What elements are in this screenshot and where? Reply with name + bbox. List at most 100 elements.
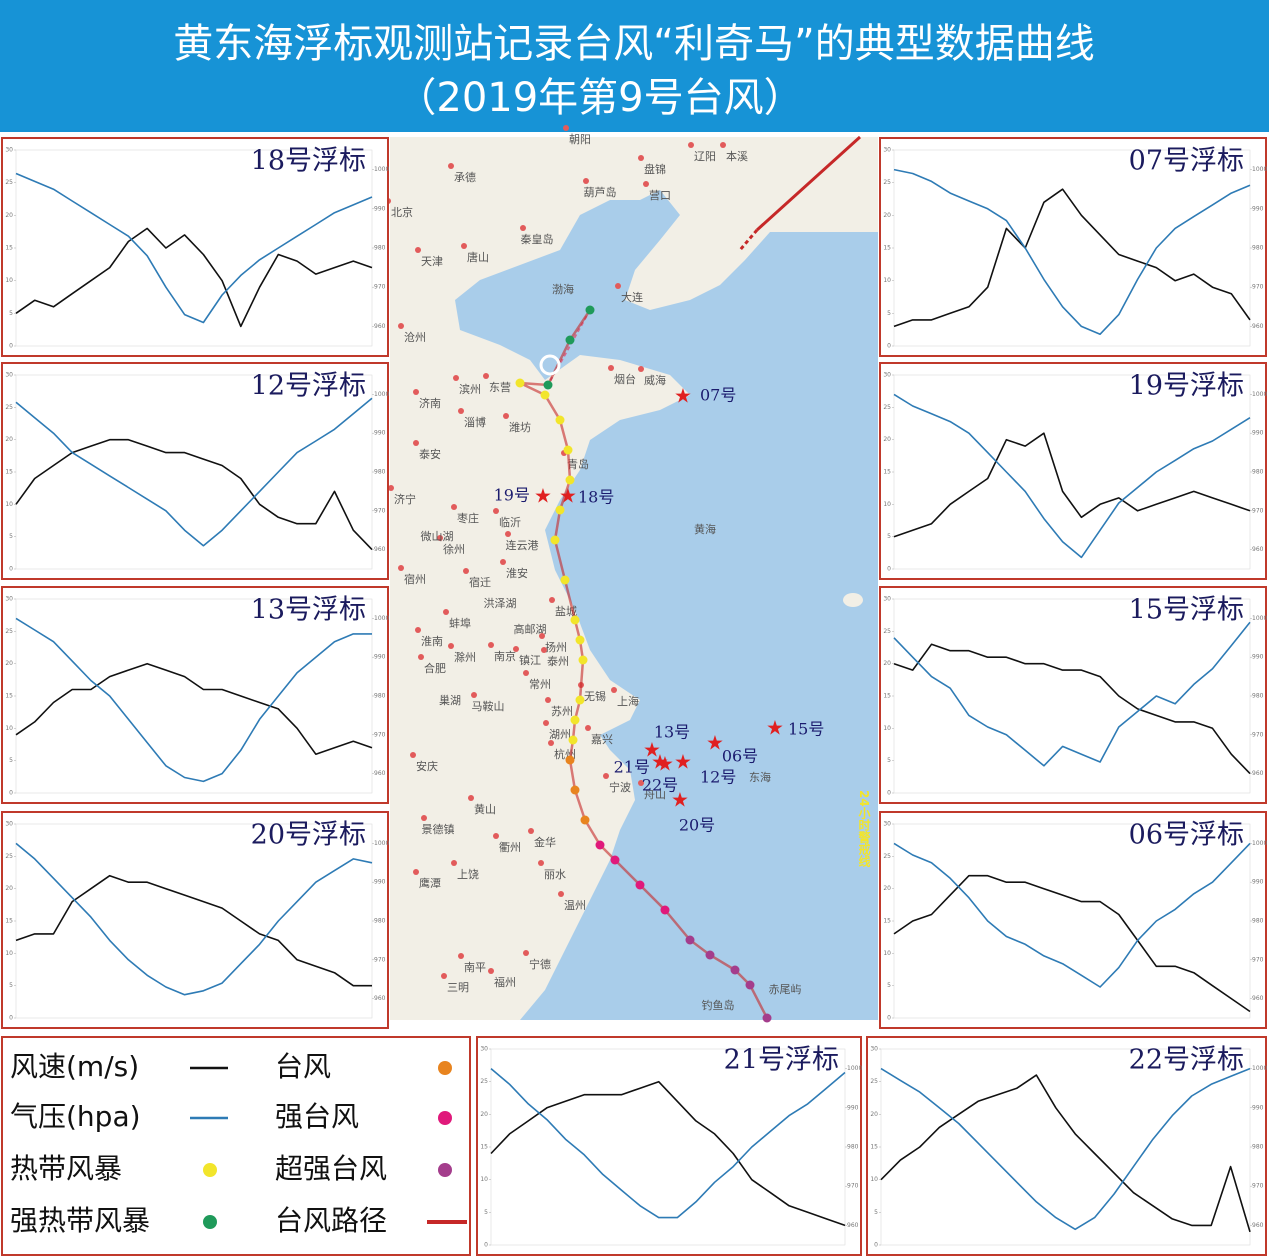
city-dot bbox=[415, 247, 421, 253]
buoy-label: 19号 bbox=[494, 486, 530, 505]
buoy-star: ★ bbox=[534, 484, 552, 508]
y2-tick-label: 990 bbox=[1252, 1104, 1264, 1111]
wind-speed-line bbox=[15, 227, 373, 328]
y-tick-label: 5 bbox=[9, 533, 13, 540]
panel-title: 19号浮标 bbox=[1129, 371, 1244, 402]
y-tick-label: 25 bbox=[883, 179, 891, 186]
y2-tick-label: 980 bbox=[1252, 1144, 1264, 1151]
city-dot bbox=[603, 773, 609, 779]
panel-border bbox=[879, 586, 1267, 804]
map-label: 黄海 bbox=[694, 522, 716, 536]
y-tick-label: 30 bbox=[5, 372, 13, 379]
buoy-star: ★ bbox=[766, 716, 784, 740]
y-tick-label: 30 bbox=[5, 596, 13, 603]
map-label: 微山湖 bbox=[421, 529, 454, 543]
wind-speed-line bbox=[15, 662, 373, 755]
map-label: 渤海 bbox=[552, 282, 574, 296]
typhoon-icon bbox=[539, 354, 561, 376]
track-point bbox=[685, 935, 695, 945]
legend-label: 台风 bbox=[275, 1050, 331, 1083]
city-dot bbox=[471, 692, 477, 698]
map-label: 大连 bbox=[621, 290, 643, 304]
city-dot bbox=[488, 968, 494, 974]
map-label: 东海 bbox=[749, 770, 771, 784]
city-dot bbox=[388, 485, 394, 491]
city-dot bbox=[448, 163, 454, 169]
map-label: 青岛 bbox=[567, 457, 589, 471]
buoy-label: 20号 bbox=[679, 816, 715, 835]
panel-border bbox=[866, 1036, 1267, 1256]
y2-tick-label: 1000 bbox=[1252, 166, 1267, 173]
track-point bbox=[540, 390, 550, 400]
panel-title: 06号浮标 bbox=[1129, 820, 1244, 851]
pressure-line bbox=[893, 621, 1251, 767]
city-dot bbox=[421, 815, 427, 821]
y2-tick-label: 990 bbox=[374, 654, 386, 661]
sea bbox=[455, 190, 878, 1020]
map-label: 苏州 bbox=[551, 705, 573, 718]
y-tick-label: 10 bbox=[883, 950, 891, 957]
y2-tick-label: 970 bbox=[374, 284, 386, 291]
map-label: 赤尾屿 bbox=[769, 983, 802, 996]
panel-title: 18号浮标 bbox=[251, 146, 366, 177]
y-tick-label: 25 bbox=[5, 179, 13, 186]
buoy-star: ★ bbox=[656, 752, 674, 776]
map-label: 丽水 bbox=[544, 868, 566, 881]
city-dot bbox=[523, 670, 529, 676]
map-label: 南平 bbox=[464, 961, 486, 974]
y2-tick-label: 960 bbox=[847, 1222, 859, 1229]
map-label: 合肥 bbox=[424, 661, 446, 675]
track-point bbox=[555, 505, 565, 515]
y2-tick-label: 1000 bbox=[374, 391, 389, 398]
buoy-star: ★ bbox=[643, 738, 661, 762]
y2-tick-label: 970 bbox=[847, 1183, 859, 1190]
map-label: 营口 bbox=[649, 188, 671, 202]
map-label: 金华 bbox=[534, 835, 556, 849]
buoy-label: 18号 bbox=[578, 488, 614, 507]
city-dot bbox=[643, 181, 649, 187]
track-point bbox=[580, 815, 590, 825]
y-tick-label: 10 bbox=[883, 501, 891, 508]
map-label: 上海 bbox=[617, 694, 639, 708]
y-tick-label: 25 bbox=[870, 1078, 878, 1085]
y-tick-label: 10 bbox=[5, 950, 13, 957]
legend-dot bbox=[438, 1061, 452, 1075]
buoy-label: 21号 bbox=[614, 758, 650, 777]
wind-speed-line bbox=[893, 874, 1251, 1013]
city-dot bbox=[543, 720, 549, 726]
y2-tick-label: 990 bbox=[1252, 654, 1264, 661]
city-dot bbox=[528, 828, 534, 834]
track-point bbox=[762, 1013, 772, 1023]
city-dot bbox=[539, 633, 545, 639]
y-tick-label: 20 bbox=[883, 885, 891, 892]
legend-label: 气压(hpa) bbox=[10, 1100, 141, 1133]
y2-tick-label: 1000 bbox=[847, 1065, 862, 1072]
map-label: 烟台 bbox=[614, 372, 636, 386]
city-dot bbox=[500, 559, 506, 565]
pressure-line bbox=[490, 1067, 846, 1219]
y-tick-label: 5 bbox=[9, 310, 13, 317]
buoy-label: 22号 bbox=[642, 776, 678, 795]
city-dot bbox=[413, 389, 419, 395]
track-point bbox=[575, 635, 585, 645]
y-tick-label: 30 bbox=[883, 372, 891, 379]
city-dot bbox=[451, 860, 457, 866]
y2-tick-label: 980 bbox=[1252, 918, 1264, 925]
map-label: 无锡 bbox=[584, 689, 606, 703]
city-dot bbox=[413, 869, 419, 875]
panel-title: 21号浮标 bbox=[724, 1045, 839, 1076]
y2-tick-label: 1000 bbox=[1252, 1065, 1267, 1072]
buoy-label: 07号 bbox=[700, 386, 736, 405]
track-point bbox=[595, 840, 605, 850]
city-dot bbox=[558, 891, 564, 897]
track-point bbox=[565, 475, 575, 485]
y-tick-label: 10 bbox=[870, 1176, 878, 1183]
map-label: 鹰潭 bbox=[419, 876, 441, 890]
map-label: 宿州 bbox=[404, 572, 426, 586]
y-tick-label: 0 bbox=[9, 566, 13, 573]
panel-title: 15号浮标 bbox=[1129, 595, 1244, 626]
y2-tick-label: 970 bbox=[1252, 956, 1264, 963]
city-dot bbox=[615, 283, 621, 289]
y2-tick-label: 990 bbox=[1252, 430, 1264, 437]
city-dot bbox=[549, 597, 555, 603]
